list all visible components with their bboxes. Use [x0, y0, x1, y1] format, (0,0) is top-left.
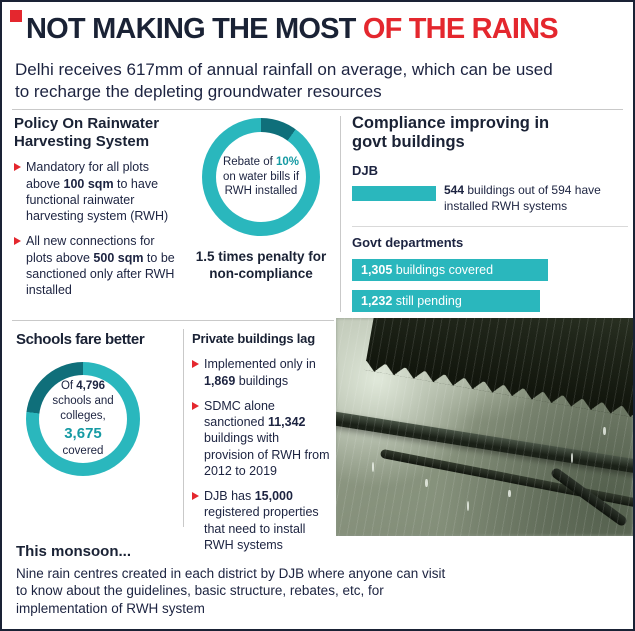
schools-covered-label: covered	[62, 444, 104, 457]
policy-section: Policy On Rainwater Harvesting System Ma…	[14, 115, 184, 307]
rebate-donut-center: Rebate of 10% on water bills if RWH inst…	[216, 132, 306, 222]
title-dark-text: NOT MAKING THE MOST	[26, 13, 363, 45]
subtitle: Delhi receives 617mm of annual rainfall …	[15, 60, 553, 102]
bullet-text: Implemented only in 1,869 buildings	[204, 357, 316, 388]
water-drop-icon	[570, 453, 574, 464]
rain-gutter-photo	[336, 318, 633, 536]
water-drop-icon	[508, 490, 511, 498]
djb-label: DJB	[352, 162, 379, 178]
rebate-section: Rebate of 10% on water bills if RWH inst…	[190, 118, 332, 283]
page-title: NOT MAKING THE MOST OF THE RAINS	[26, 13, 559, 46]
brand-square	[10, 10, 22, 22]
govt-bar-pending-label: still pending	[392, 294, 462, 309]
govt-bar-pending: 1,232 still pending	[352, 290, 540, 313]
water-drop-icon	[371, 461, 375, 472]
schools-donut-chart: Of 4,796 schools and colleges, 3,675 cover…	[26, 361, 140, 476]
schools-donut-label: Of 4,796 schools and colleges, 3,675 cover…	[39, 379, 127, 458]
schools-total: 4,796	[76, 380, 106, 393]
govt-departments-label: Govt departments	[352, 226, 628, 250]
water-drop-icon	[603, 427, 606, 435]
penalty-note: 1.5 times penalty for non-compliance	[195, 249, 327, 281]
divider-top	[12, 109, 623, 110]
divider-mid	[12, 320, 334, 321]
policy-bullets: Mandatory for all plots above 100 sqm to…	[14, 159, 184, 298]
monsoon-text: Nine rain centres created in each distri…	[16, 565, 446, 616]
bullet-item: Mandatory for all plots above 100 sqm to…	[14, 159, 184, 224]
schools-heading: Schools fare better	[16, 331, 145, 348]
private-heading: Private buildings lag	[192, 331, 315, 346]
photo-rain-overlay	[336, 318, 633, 536]
djb-stat-text: buildings out of 594 have installed RWH …	[444, 182, 601, 213]
bullet-text: All new connections for plots above 500 …	[26, 234, 175, 298]
compliance-heading: Compliance improving in govt buildings	[352, 114, 550, 152]
djb-stat-value: 544	[444, 182, 465, 197]
monsoon-section: This monsoon... Nine rain centres create…	[16, 543, 456, 617]
bullet-text: Mandatory for all plots above 100 sqm to…	[26, 160, 169, 224]
govt-bar-covered-label: buildings covered	[392, 263, 494, 278]
govt-bar-pending-value: 1,232	[361, 294, 393, 309]
rebate-text-before: Rebate of	[222, 155, 277, 168]
water-drop-icon	[466, 501, 470, 512]
bullet-text: DJB has 15,000 registered properties tha…	[204, 489, 319, 552]
divider-vertical-mid	[183, 329, 184, 527]
divider-vertical-top	[340, 116, 341, 312]
govt-bar-covered-value: 1,305	[361, 263, 393, 278]
bullet-arrow-icon	[192, 401, 199, 410]
bullet-text: SDMC alone sanctioned 11,342 buildings w…	[204, 398, 330, 478]
private-buildings-section: Private buildings lag Implemented only i…	[192, 331, 330, 562]
water-drop-icon	[425, 479, 428, 488]
djb-stat: 544 buildings out of 594 have installed …	[444, 183, 626, 214]
schools-covered-value: 3,675	[64, 425, 102, 443]
title-red-text: OF THE RAINS	[362, 13, 559, 45]
bullet-arrow-icon	[192, 492, 199, 501]
rebate-text-after: on water bills if RWH installed	[222, 170, 300, 198]
schools-text: schools and colleges,	[52, 394, 114, 422]
bullet-arrow-icon	[192, 360, 199, 369]
bullet-item: All new connections for plots above 500 …	[14, 233, 184, 298]
govt-bar-covered: 1,305 buildings covered	[352, 259, 548, 282]
schools-of-label: Of	[60, 380, 77, 393]
djb-bar	[352, 185, 436, 201]
rebate-donut-chart: Rebate of 10% on water bills if RWH inst…	[202, 118, 320, 236]
bullet-item: Implemented only in 1,869 buildings	[192, 356, 330, 389]
rebate-value: 10%	[276, 155, 300, 168]
schools-donut-center: Of 4,796 schools and colleges, 3,675 cover…	[39, 374, 127, 463]
compliance-section: Compliance improving in govt buildings D…	[352, 114, 628, 313]
monsoon-heading: This monsoon...	[16, 543, 131, 560]
bullet-item: DJB has 15,000 registered properties tha…	[192, 488, 330, 553]
private-bullets: Implemented only in 1,869 buildings SDMC …	[192, 356, 330, 553]
rebate-donut-label: Rebate of 10% on water bills if RWH inst…	[216, 155, 306, 199]
bullet-item: SDMC alone sanctioned 11,342 buildings w…	[192, 398, 330, 479]
schools-section: Schools fare better Of 4,796 schools and…	[16, 331, 186, 476]
policy-heading: Policy On Rainwater Harvesting System	[14, 115, 160, 150]
djb-row: 544 buildings out of 594 have installed …	[352, 183, 628, 214]
bullet-arrow-icon	[14, 163, 21, 172]
bullet-arrow-icon	[14, 237, 21, 246]
